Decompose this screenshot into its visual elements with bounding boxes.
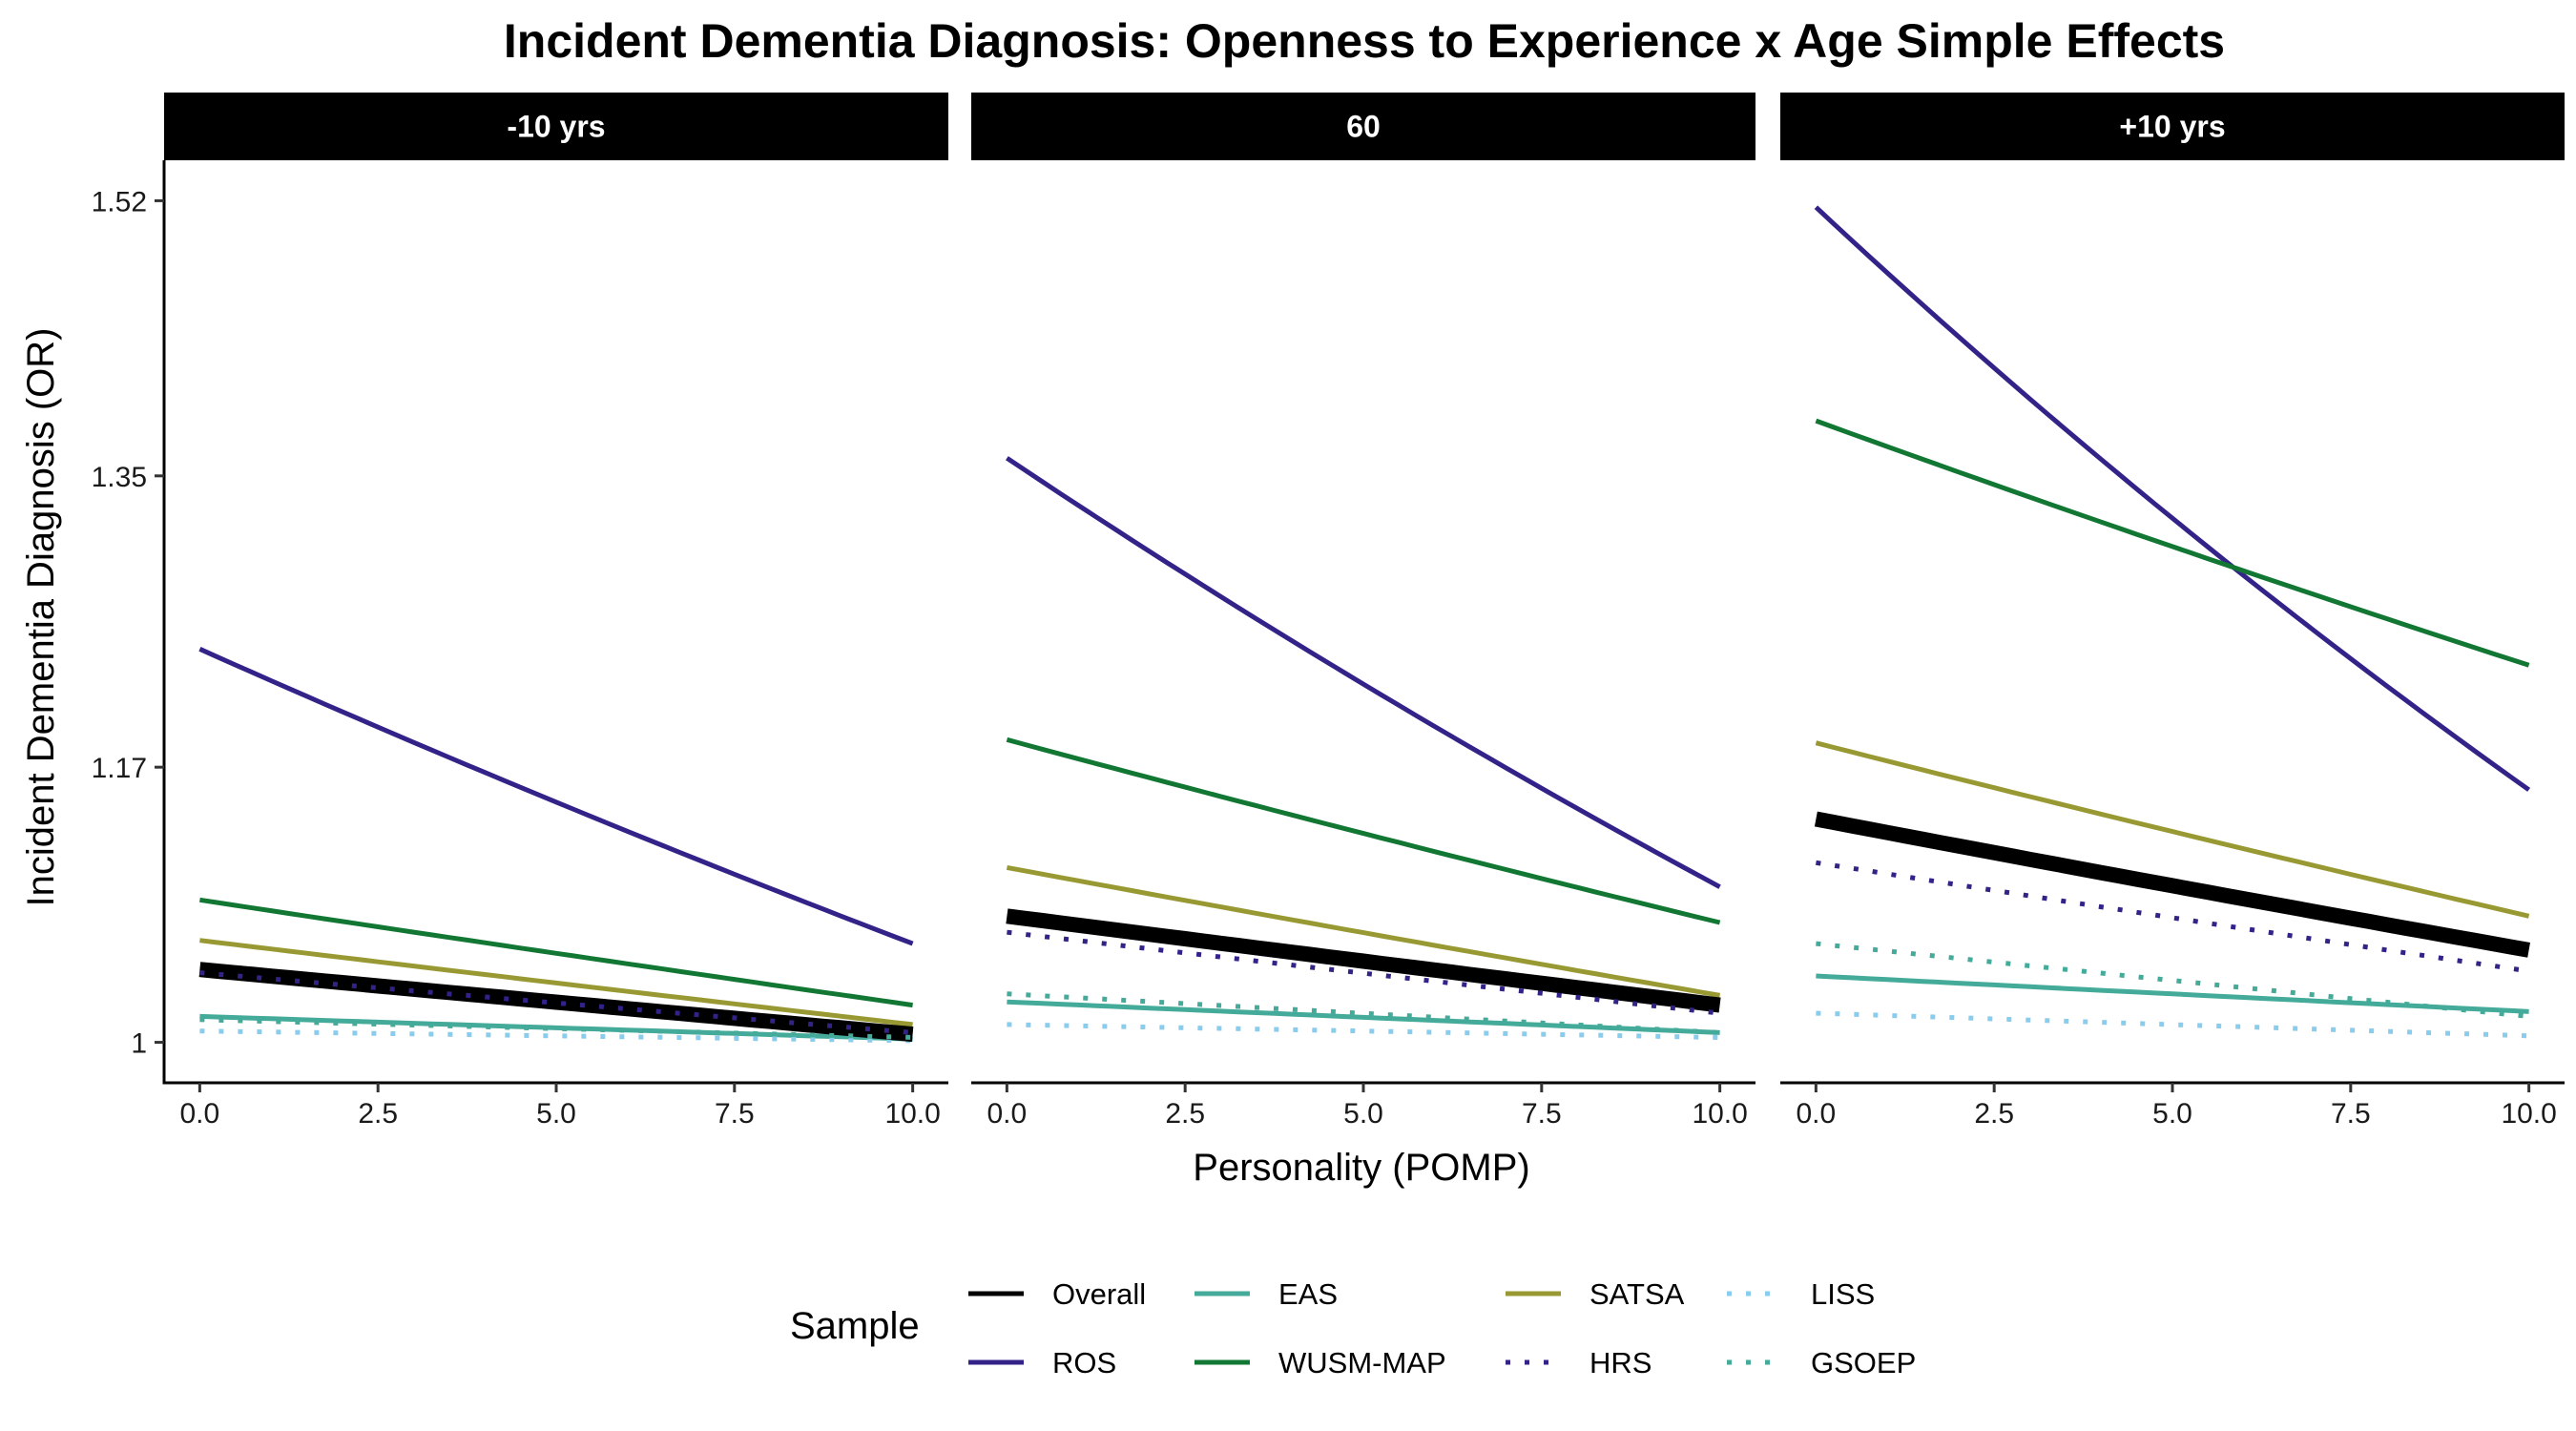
x-tick-label: 5.0 [1343,1098,1383,1130]
x-tick-label: 2.5 [358,1098,398,1130]
x-tick-label: 0.0 [987,1098,1028,1130]
panel-10-yrs: -10 yrs 0.0 2.5 5.0 7.5 10.0 1 1.17 1.35 1.52 [92,93,948,1130]
x-tick-label: 10.0 [2501,1098,2556,1130]
series-line-satsa [1815,740,2530,919]
legend: Sample Overall ROS EAS WUSM-MAP SATSA HRS LISS… [790,1277,1916,1379]
series-line-hrs [199,970,913,1035]
x-tick-label: 7.5 [715,1098,755,1130]
panel-10-yrs: +10 yrs 0.0 2.5 5.0 7.5 10.0 [1780,93,2565,1130]
legend-item-gsoep: GSOEP [1727,1346,1916,1379]
legend-label: LISS [1811,1277,1875,1311]
facet-panels: -10 yrs 0.0 2.5 5.0 7.5 10.0 1 1.17 1.35 1.52 60 0.… [92,93,2565,1130]
y-tick-label: 1.35 [92,462,147,493]
series-line-eas [1007,999,1720,1035]
series-line-liss [199,1028,913,1044]
y-tick-label: 1 [131,1028,147,1060]
facet-strip [971,93,1755,160]
legend-item-ros: ROS [968,1346,1116,1379]
series-line-overall [1814,811,2530,958]
series-line-hrs [1007,929,1720,1016]
facet-strip [1780,93,2565,160]
x-tick-label: 2.5 [1974,1098,2014,1130]
series-lines [1006,456,1721,1040]
facet-strip-label: +10 yrs [2119,110,2225,144]
series-line-liss [1816,1010,2529,1039]
legend-label: WUSM-MAP [1278,1346,1446,1379]
legend-label: SATSA [1589,1277,1685,1311]
series-line-liss [1007,1022,1720,1040]
series-line-gsoep [199,1017,913,1040]
x-tick-label: 2.5 [1165,1098,1205,1130]
legend-item-overall: Overall [968,1277,1146,1311]
x-tick-label: 10.0 [884,1098,940,1130]
series-line-satsa [199,938,913,1027]
series-line-eas [1816,973,2529,1014]
chart-title: Incident Dementia Diagnosis: Openness to… [504,14,2225,68]
series-lines [1814,205,2531,1039]
legend-label: GSOEP [1811,1346,1916,1379]
x-tick-label: 5.0 [2152,1098,2192,1130]
legend-item-wusm-map: WUSM-MAP [1195,1346,1446,1379]
panel-60: 60 0.0 2.5 5.0 7.5 10.0 [971,93,1755,1130]
series-line-wusm-map [199,897,913,1008]
x-tick-label: 10.0 [1692,1098,1747,1130]
series-line-gsoep [1007,991,1720,1035]
x-tick-label: 7.5 [1522,1098,1562,1130]
series-line-overall [198,962,914,1043]
legend-label: ROS [1052,1346,1116,1379]
legend-item-liss: LISS [1727,1277,1875,1311]
y-tick-label: 1.52 [92,186,147,218]
legend-label: Overall [1052,1277,1146,1311]
series-line-wusm-map [1815,418,2530,668]
facet-strip-label: 60 [1346,110,1381,144]
y-axis-title: Incident Dementia Diagnosis (OR) [20,328,62,907]
legend-item-eas: EAS [1195,1277,1338,1311]
series-line-ros [1006,456,1721,889]
legend-label: HRS [1589,1346,1652,1379]
x-tick-label: 7.5 [2331,1098,2371,1130]
series-line-overall [1006,908,1721,1013]
series-line-ros [198,647,914,946]
legend-title: Sample [790,1305,920,1347]
series-line-satsa [1006,864,1721,998]
x-tick-label: 0.0 [1797,1098,1837,1130]
legend-item-hrs: HRS [1506,1346,1652,1379]
legend-label: EAS [1278,1277,1338,1311]
x-tick-label: 0.0 [180,1098,220,1130]
series-lines [198,647,914,1044]
facet-strip-label: -10 yrs [507,110,605,144]
series-line-wusm-map [1006,736,1721,925]
y-tick-label: 1.17 [92,753,147,784]
x-tick-label: 5.0 [536,1098,576,1130]
facet-strip [164,93,948,160]
legend-item-satsa: SATSA [1506,1277,1685,1311]
series-line-ros [1814,205,2531,792]
x-axis-title: Personality (POMP) [1193,1147,1529,1189]
